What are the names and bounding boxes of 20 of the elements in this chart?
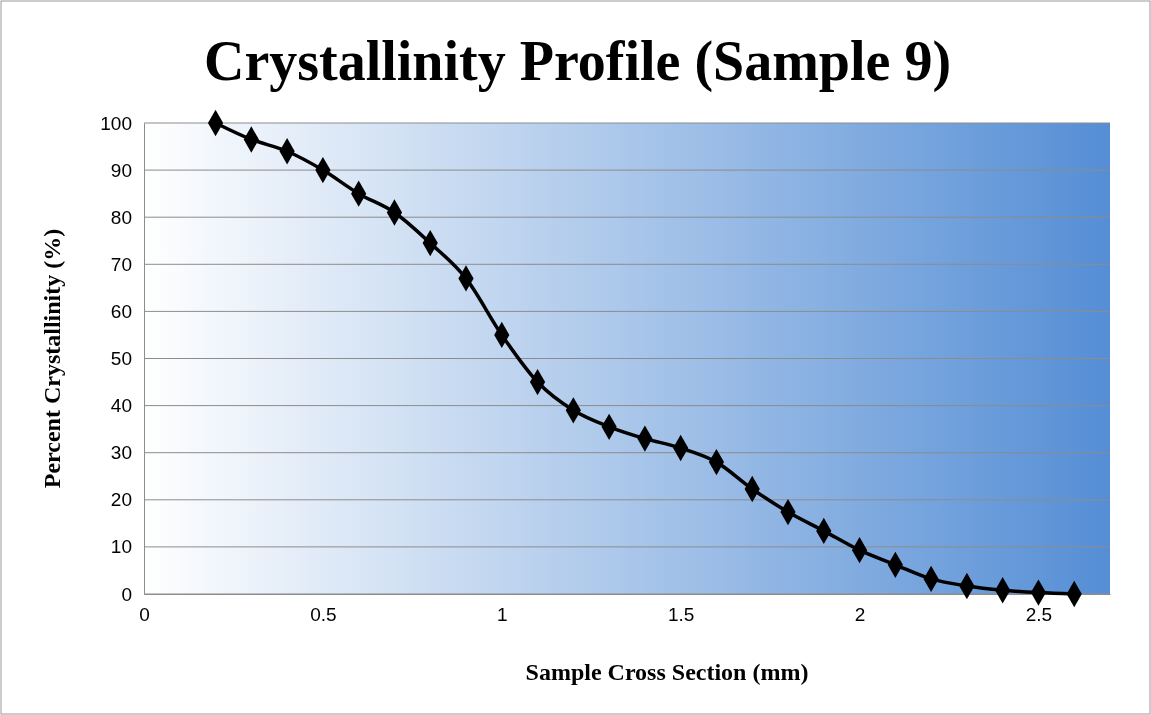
x-tick-label: 1.5	[667, 604, 695, 626]
y-tick-label: 90	[110, 159, 132, 181]
y-tick-label: 30	[110, 442, 132, 464]
x-axis-title: Sample Cross Section (mm)	[525, 659, 809, 685]
y-tick-label: 50	[110, 348, 132, 370]
x-tick-label: 1	[496, 604, 508, 626]
x-tick-label: 2.5	[1025, 604, 1053, 626]
y-tick-label: 10	[110, 536, 132, 558]
y-axis-title: Percent Crystallinity (%)	[39, 228, 65, 489]
y-tick-label: 60	[110, 300, 132, 322]
y-tick-label: 100	[100, 112, 132, 134]
y-tick-label: 40	[110, 395, 132, 417]
y-tick-label: 0	[121, 583, 132, 605]
y-tick-label: 70	[110, 253, 132, 275]
x-tick-label: 2	[854, 604, 866, 626]
chart-title: Crystallinity Profile (Sample 9)	[203, 30, 952, 93]
x-tick-label: 0.5	[310, 604, 337, 626]
y-tick-label: 80	[110, 206, 132, 228]
y-tick-label: 20	[110, 489, 132, 511]
x-tick-label: 0	[139, 604, 150, 626]
